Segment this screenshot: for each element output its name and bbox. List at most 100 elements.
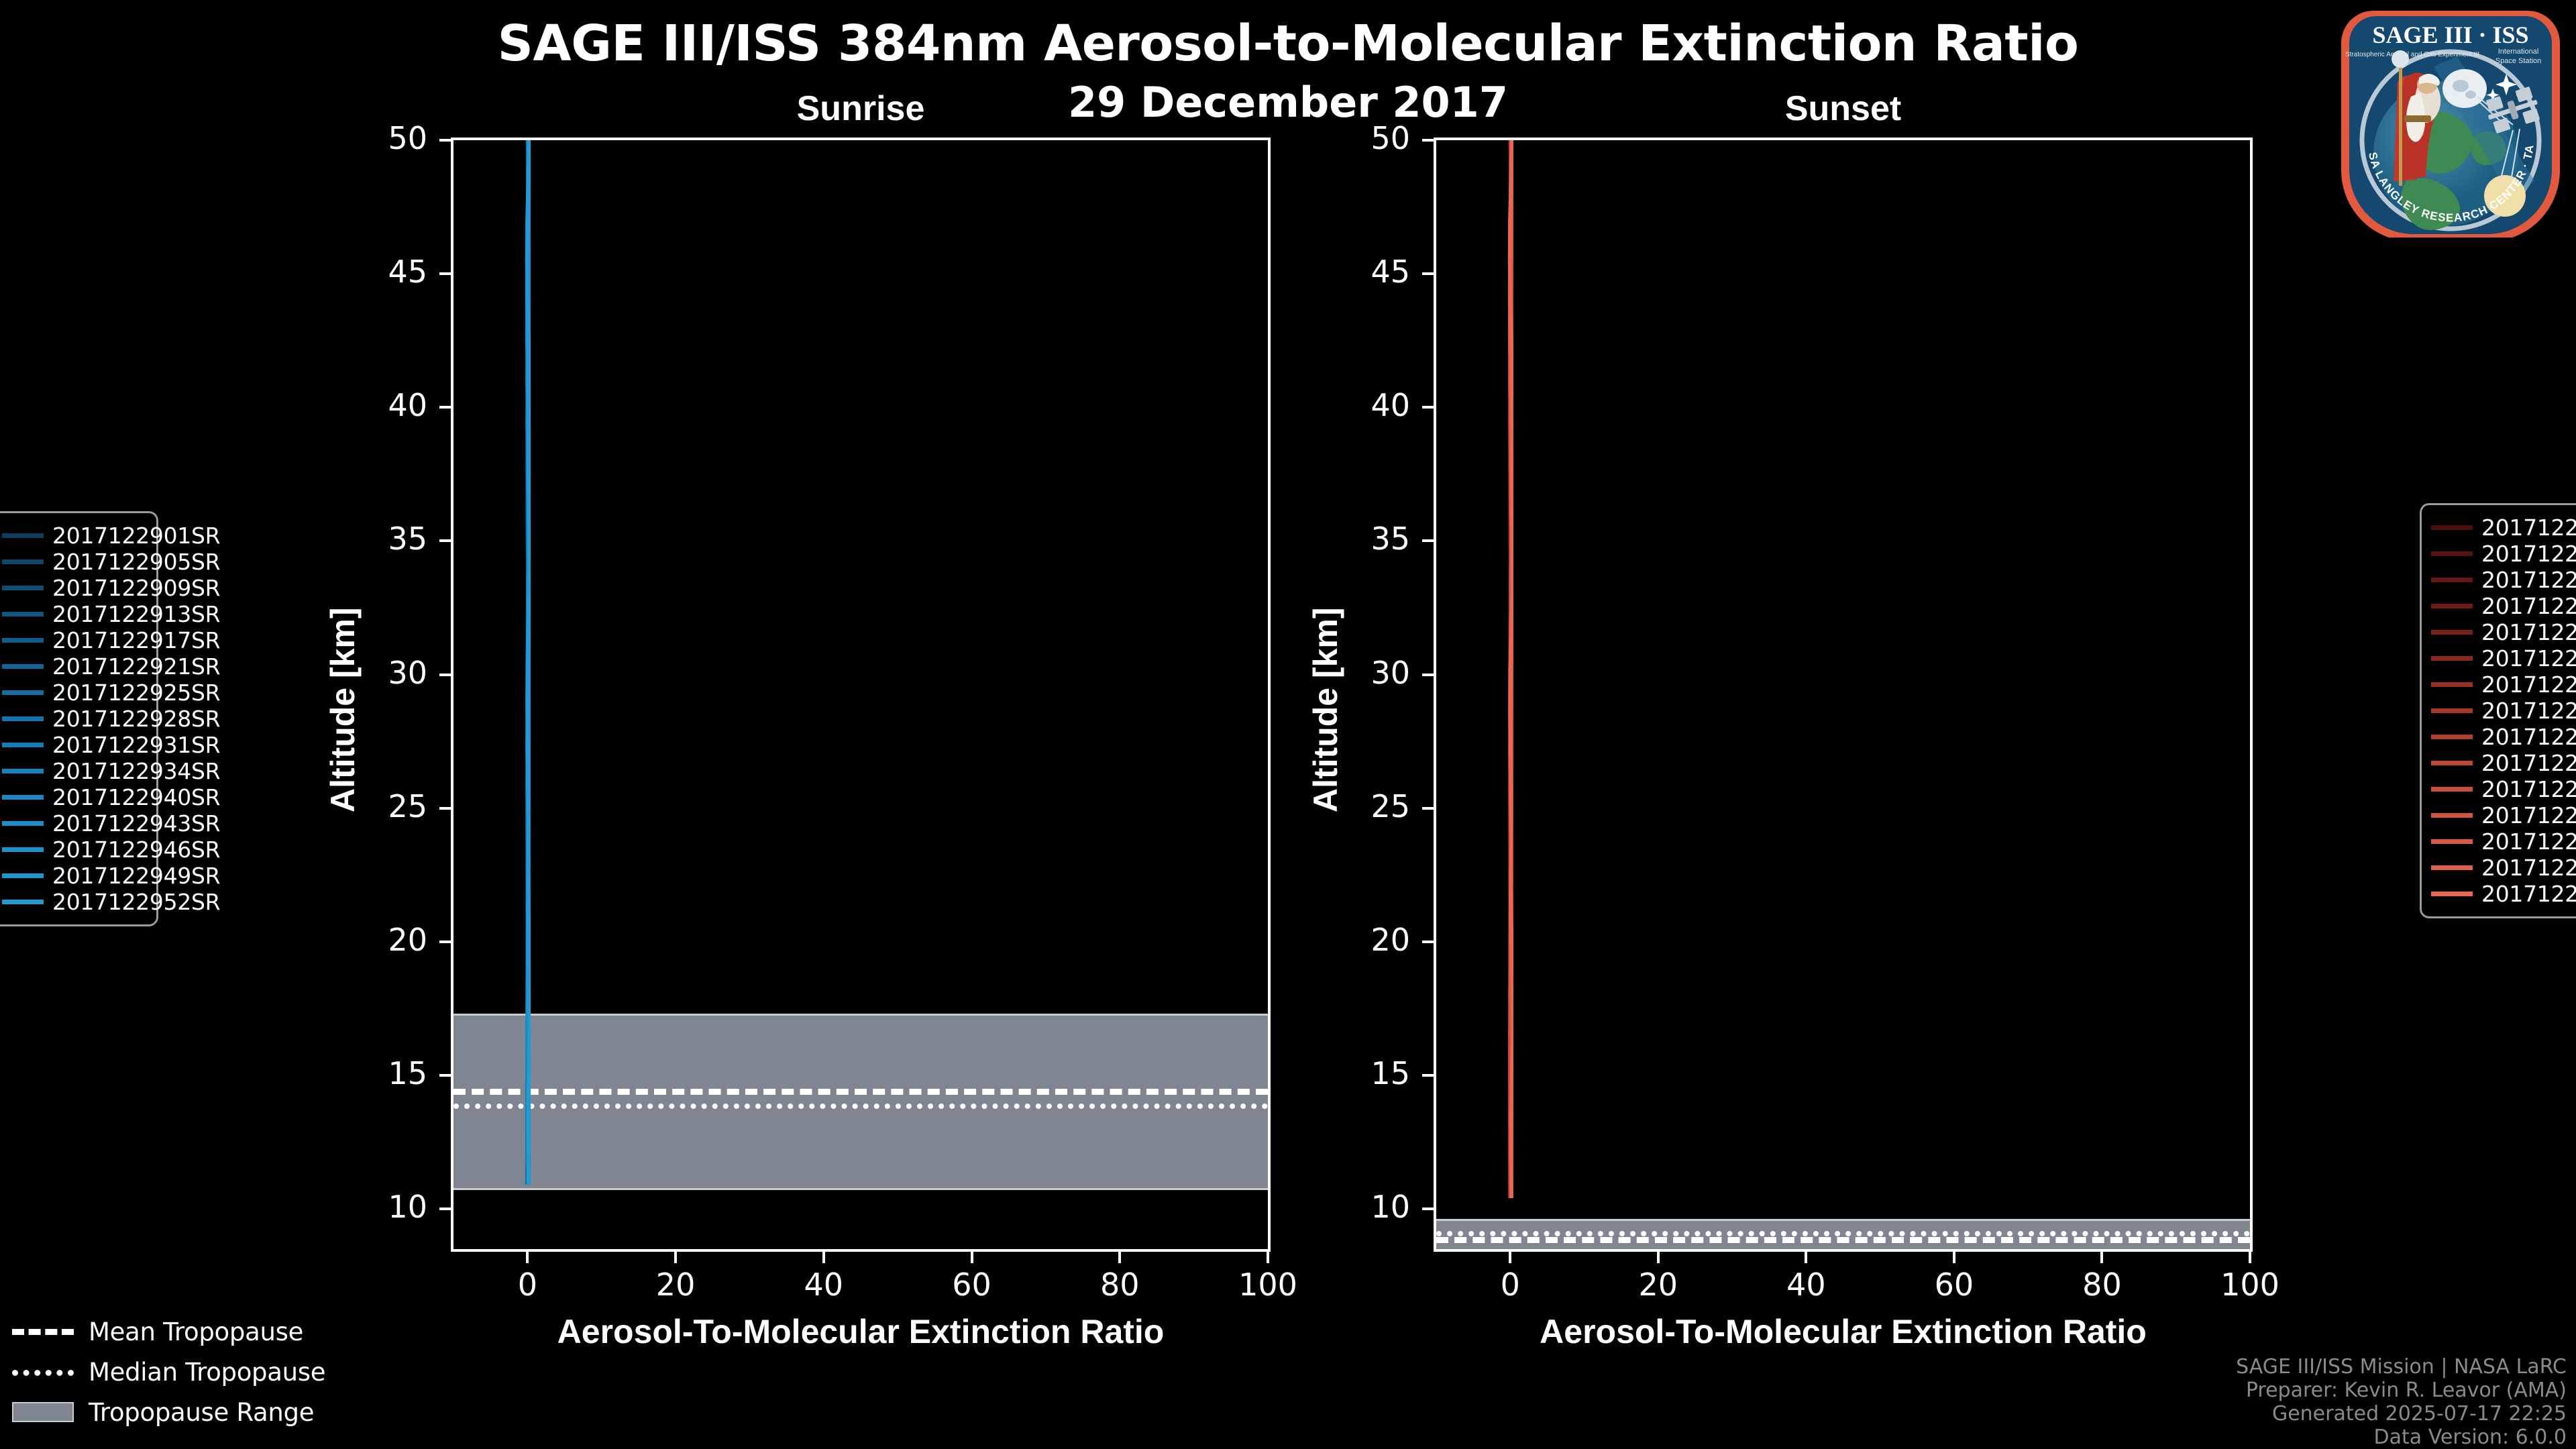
sunrise-series-legend[interactable]: 2017122901SR 2017122905SR 2017122909SR 2017…	[0, 511, 221, 926]
x-tick-label: 0	[1500, 1267, 1520, 1303]
legend-item[interactable]: 2017122930SS	[2431, 698, 2576, 724]
legend-label-tropopause-range: Tropopause Range	[89, 1397, 315, 1427]
sunset-plot-area	[1434, 138, 2253, 1252]
legend-label: 2017122943SR	[52, 810, 221, 837]
legend-color-swatch	[2431, 787, 2473, 792]
legend-item[interactable]: 2017122933SS	[2431, 724, 2576, 750]
legend-label: 2017122915SS	[2481, 593, 2576, 619]
legend-color-swatch	[2431, 630, 2473, 635]
legend-item[interactable]: 2017122913SR	[2, 601, 221, 627]
legend-item[interactable]: 2017122939SS	[2431, 776, 2576, 802]
x-axis-title: Aerosol-To-Molecular Extinction Ratio	[557, 1313, 1165, 1350]
mission-patch-icon: SAGE III · ISS Stratospheric Aerosol and…	[2328, 0, 2560, 241]
legend-label: 2017122952SR	[52, 889, 221, 915]
logo-subtitle-left: Stratospheric Aerosol and Gas Experiment…	[2345, 51, 2479, 58]
legend-item[interactable]: 2017122942SS	[2431, 802, 2576, 828]
x-tick-mark	[822, 1252, 825, 1263]
mean-tropopause-line	[1436, 1237, 2250, 1244]
legend-item[interactable]: 2017122927SS	[2431, 672, 2576, 698]
legend-item[interactable]: 2017122909SR	[2, 575, 221, 601]
filled-band-icon	[12, 1402, 74, 1422]
legend-label: 2017122905SR	[52, 549, 221, 575]
legend-item[interactable]: 2017122901SR	[2, 523, 221, 549]
y-tick-label: 40	[388, 387, 427, 424]
legend-label: 2017122934SR	[52, 758, 221, 784]
legend-item-tropopause-range: Tropopause Range	[12, 1392, 334, 1432]
legend-color-swatch	[2431, 761, 2473, 765]
legend-item[interactable]: 2017122936SS	[2431, 750, 2576, 776]
legend-label: 2017122930SS	[2481, 698, 2576, 724]
sunrise-panel-title: Sunrise	[796, 89, 925, 128]
legend-item[interactable]: 2017122948SS	[2431, 855, 2576, 881]
legend-color-swatch	[2431, 525, 2473, 530]
legend-label: 2017122901SR	[52, 523, 221, 549]
legend-item[interactable]: 2017122923SS	[2431, 645, 2576, 672]
y-tick-label: 25	[388, 788, 427, 824]
legend-color-swatch	[2, 900, 44, 904]
legend-item[interactable]: 2017122952SR	[2, 889, 221, 915]
legend-color-swatch	[2, 586, 44, 590]
median-tropopause-line	[1436, 1230, 2250, 1236]
legend-item[interactable]: 2017122949SR	[2, 863, 221, 889]
y-tick-mark	[1422, 1208, 1434, 1211]
legend-item[interactable]: 2017122921SR	[2, 653, 221, 680]
y-axis-title: Altitude [km]	[324, 606, 362, 812]
y-tick-label: 45	[1371, 254, 1410, 290]
legend-color-swatch	[2, 821, 44, 826]
legend-label: 2017122946SR	[52, 837, 221, 863]
logo-title: SAGE III · ISS	[2372, 21, 2528, 48]
legend-item[interactable]: 2017122943SR	[2, 810, 221, 837]
y-tick-label: 15	[1371, 1055, 1410, 1092]
y-tick-label: 35	[1371, 521, 1410, 557]
legend-item[interactable]: 2017122945SS	[2431, 828, 2576, 855]
legend-item[interactable]: 2017122951SS	[2431, 881, 2576, 907]
legend-item[interactable]: 2017122925SR	[2, 680, 221, 706]
legend-color-swatch	[2431, 813, 2473, 818]
legend-item[interactable]: 2017122919SS	[2431, 619, 2576, 645]
legend-item[interactable]: 2017122946SR	[2, 837, 221, 863]
y-tick-mark	[439, 673, 451, 676]
legend-item[interactable]: 2017122907SS	[2431, 541, 2576, 567]
legend-item[interactable]: 2017122928SR	[2, 706, 221, 732]
legend-item[interactable]: 2017122911SS	[2431, 567, 2576, 593]
legend-item[interactable]: 2017122931SR	[2, 732, 221, 758]
y-tick-mark	[1422, 673, 1434, 676]
footer-preparer: Preparer: Kevin R. Leavor (AMA)	[2245, 1379, 2567, 1402]
y-tick-mark	[1422, 406, 1434, 409]
legend-item[interactable]: 2017122905SR	[2, 549, 221, 575]
median-tropopause-line	[453, 1103, 1268, 1109]
legend-item[interactable]: 2017122915SS	[2431, 593, 2576, 619]
y-tick-mark	[439, 1074, 451, 1077]
x-tick-mark	[1805, 1252, 1808, 1263]
y-tick-label: 25	[1371, 788, 1410, 824]
legend-color-swatch	[2, 795, 44, 800]
legend-color-swatch	[2431, 892, 2473, 896]
legend-label: 2017122945SS	[2481, 828, 2576, 855]
x-tick-label: 80	[2082, 1267, 2122, 1303]
legend-label: 2017122940SR	[52, 784, 221, 810]
legend-item[interactable]: 2017122940SR	[2, 784, 221, 810]
legend-item[interactable]: 2017122917SR	[2, 627, 221, 653]
legend-label: 2017122933SS	[2481, 724, 2576, 750]
x-tick-mark	[1118, 1252, 1122, 1263]
x-tick-label: 60	[952, 1267, 991, 1303]
legend-color-swatch	[2431, 865, 2473, 870]
x-axis-title: Aerosol-To-Molecular Extinction Ratio	[1540, 1313, 2147, 1350]
legend-label: 2017122923SS	[2481, 645, 2576, 672]
data-series-line	[525, 140, 531, 1185]
legend-color-swatch	[2431, 551, 2473, 556]
legend-color-swatch	[2431, 708, 2473, 713]
legend-label: 2017122942SS	[2481, 802, 2576, 828]
y-tick-mark	[1422, 940, 1434, 943]
y-tick-mark	[1422, 1074, 1434, 1077]
legend-item[interactable]: 2017122934SR	[2, 758, 221, 784]
legend-label: 2017122917SR	[52, 627, 221, 653]
legend-item[interactable]: 2017122903SS	[2431, 515, 2576, 541]
y-tick-label: 10	[388, 1189, 427, 1226]
y-tick-label: 40	[1371, 387, 1410, 424]
sunset-series-legend[interactable]: 2017122903SS2017122907SS2017122911SS2017…	[2420, 503, 2576, 918]
sunset-plot-inner	[1436, 140, 2250, 1249]
dashed-line-icon	[12, 1323, 74, 1340]
y-tick-mark	[439, 806, 451, 810]
legend-label: 2017122921SR	[52, 653, 221, 680]
